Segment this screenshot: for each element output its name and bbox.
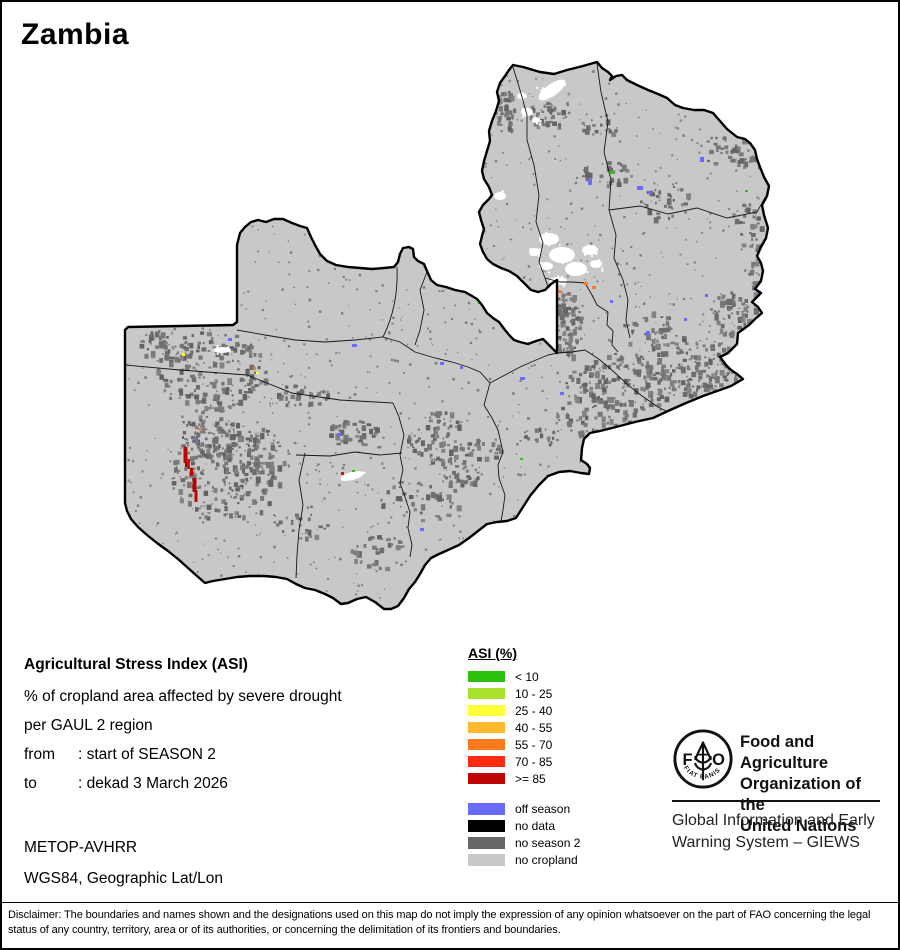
legend-label: 40 - 55 [515,720,553,735]
from-label: from [24,746,55,763]
disclaimer-text: Disclaimer: The boundaries and names sho… [8,909,871,936]
legend-label: >= 85 [515,771,546,786]
legend-row: 25 - 40 [468,702,580,719]
legend-swatch [468,739,505,750]
giews-line: Global Information and Early [672,812,875,829]
legend-label: 10 - 25 [515,686,553,701]
legend-swatch [468,853,505,866]
legend-row: no cropland [468,851,580,868]
asi-severe-markers [183,447,344,502]
projection-name: WGS84, Geographic Lat/Lon [24,870,224,887]
asi-subtitle: % of cropland area affected by severe dr… [24,688,342,705]
legend-swatch [468,705,505,716]
fao-name-line: Food and Agriculture [740,733,829,772]
legend-label: 55 - 70 [515,737,553,752]
fao-logo-icon: F O FIAT PANIS [673,729,733,789]
from-value: : start of SEASON 2 [78,746,216,763]
period-to: to : dekad 3 March 2026 [24,769,342,798]
district-boundaries [125,63,767,579]
legend-row: no season 2 [468,834,580,851]
legend-row: off season [468,800,580,817]
legend-label: no season 2 [515,835,581,850]
to-label: to [24,775,37,792]
legend-row: 40 - 55 [468,719,580,736]
legend-row: 70 - 85 [468,753,580,770]
map-description: Agricultural Stress Index (ASI) % of cro… [24,650,342,798]
legend-swatch [468,722,505,733]
legend-title: ASI (%) [468,645,517,661]
sensor-block: METOP-AVHRR WGS84, Geographic Lat/Lon [24,832,223,894]
legend-swatch [468,671,505,682]
legend-label: 25 - 40 [515,703,553,718]
asi-region-line: per GAUL 2 region [24,717,153,734]
asi-heading: Agricultural Stress Index (ASI) [24,656,248,673]
legend-label: off season [515,801,571,816]
legend-label: < 10 [515,669,539,684]
legend-label: no data [515,818,556,833]
legend-extra-classes: off season no data no season 2 no cropla… [468,800,580,868]
legend-row: 10 - 25 [468,685,580,702]
legend-asi-classes: < 10 10 - 25 25 - 40 40 - 55 55 - 70 70 … [468,668,580,787]
fao-logo-letter-f: F [682,751,692,769]
legend-swatch [468,756,505,767]
legend-swatch [468,688,505,699]
sensor-name: METOP-AVHRR [24,839,138,856]
fao-name: Food and Agriculture Organization of the… [740,732,882,837]
fao-logo-letter-o: O [712,751,725,769]
footer-divider [0,902,900,903]
country-land [125,62,769,609]
asi-legend: ASI (%) < 10 10 - 25 25 - 40 40 - 55 55 … [468,645,580,868]
period-from: from : start of SEASON 2 [24,740,342,769]
org-divider [672,800,880,802]
legend-swatch [468,836,505,849]
legend-row: < 10 [468,668,580,685]
giews-name: Global Information and Early Warning Sys… [672,810,875,854]
legend-label: no cropland [515,852,578,867]
legend-row: >= 85 [468,770,580,787]
legend-row: no data [468,817,580,834]
legend-swatch [468,819,505,832]
legend-label: 70 - 85 [515,754,553,769]
legend-swatch [468,802,505,815]
legend-row: 55 - 70 [468,736,580,753]
page-title: Zambia [21,18,130,51]
legend-swatch [468,773,505,784]
to-value: : dekad 3 March 2026 [78,775,228,792]
giews-line: Warning System – GIEWS [672,834,860,851]
fao-name-line: United Nations [740,817,857,835]
